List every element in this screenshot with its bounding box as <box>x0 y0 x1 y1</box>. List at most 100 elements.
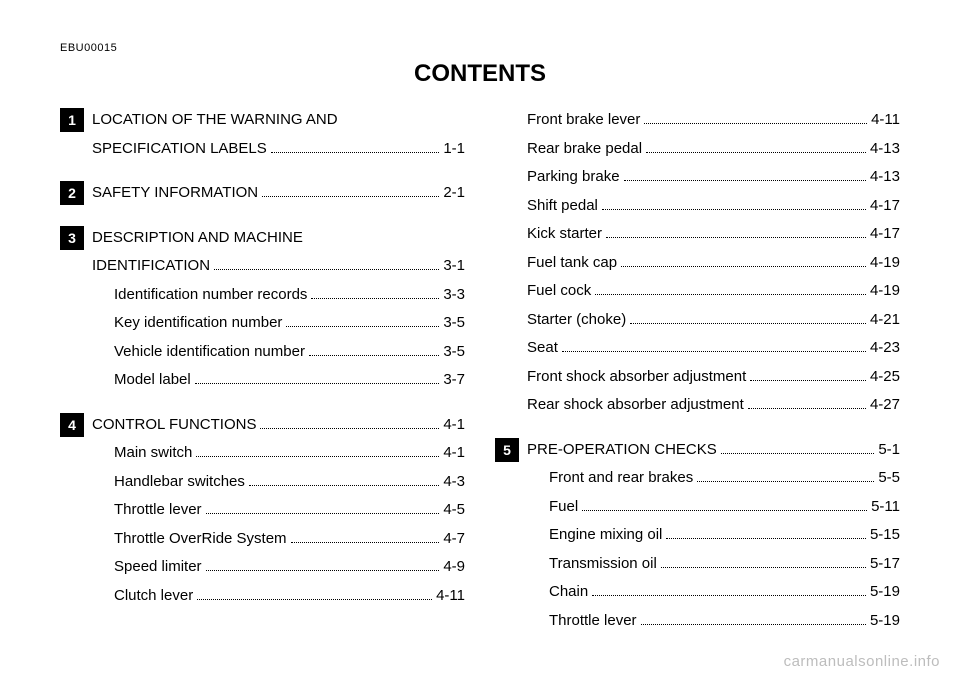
leader-dots <box>644 123 867 124</box>
page-ref: 3-3 <box>441 281 465 310</box>
leader-dots <box>697 481 874 482</box>
leader-dots <box>621 266 866 267</box>
right-column: Front brake lever4-11 Rear brake pedal4-… <box>495 106 900 651</box>
page-ref: 3-5 <box>441 309 465 338</box>
toc-item-text: Key identification number <box>114 309 284 338</box>
page-ref: 4-13 <box>868 163 900 192</box>
toc-item-text: Rear shock absorber adjustment <box>527 391 746 420</box>
page-ref: 5-17 <box>868 550 900 579</box>
leader-dots <box>196 456 439 457</box>
page-ref: 4-1 <box>441 439 465 468</box>
page-ref: 5-19 <box>868 578 900 607</box>
leader-dots <box>271 152 440 153</box>
watermark: carmanualsonline.info <box>784 653 940 670</box>
document-code: EBU00015 <box>60 42 900 54</box>
section-head-text: CONTROL FUNCTIONS <box>92 411 258 440</box>
leader-dots <box>602 209 866 210</box>
toc-item-text: Fuel cock <box>527 277 593 306</box>
section-5: 5 PRE-OPERATION CHECKS 5-1 Front and rea… <box>495 436 900 636</box>
page-ref: 4-19 <box>868 249 900 278</box>
leader-dots <box>595 294 866 295</box>
section-head-line: DESCRIPTION AND MACHINE <box>92 224 465 253</box>
page-ref: 3-7 <box>441 366 465 395</box>
leader-dots <box>214 269 439 270</box>
section-head-text: IDENTIFICATION <box>92 252 212 281</box>
section-1: 1 LOCATION OF THE WARNING AND SPECIFICAT… <box>60 106 465 163</box>
toc-item-text: Starter (choke) <box>527 306 628 335</box>
toc-item-text: Fuel <box>549 493 580 522</box>
toc-item-text: Engine mixing oil <box>549 521 664 550</box>
leader-dots <box>630 323 866 324</box>
toc-item-text: Throttle lever <box>114 496 204 525</box>
leader-dots <box>195 383 440 384</box>
toc-item-text: Front shock absorber adjustment <box>527 363 748 392</box>
page-ref: 5-15 <box>868 521 900 550</box>
page-ref: 4-9 <box>441 553 465 582</box>
page-ref: 4-17 <box>868 220 900 249</box>
page-ref: 4-23 <box>868 334 900 363</box>
leader-dots <box>661 567 866 568</box>
toc-item-text: Handlebar switches <box>114 468 247 497</box>
page-ref: 4-11 <box>434 582 465 611</box>
leader-dots <box>592 595 866 596</box>
leader-dots <box>249 485 439 486</box>
page-ref: 3-1 <box>441 252 465 281</box>
section-4: 4 CONTROL FUNCTIONS 4-1 Main switch 4-1 <box>60 411 465 611</box>
page-ref: 4-25 <box>868 363 900 392</box>
leader-dots <box>309 355 439 356</box>
section-4-continued: Front brake lever4-11 Rear brake pedal4-… <box>495 106 900 420</box>
toc-item-text: Throttle OverRide System <box>114 525 289 554</box>
leader-dots <box>562 351 866 352</box>
page-ref: 4-11 <box>869 106 900 135</box>
toc-item-text: Fuel tank cap <box>527 249 619 278</box>
leader-dots <box>624 180 866 181</box>
page-ref: 3-5 <box>441 338 465 367</box>
leader-dots <box>646 152 866 153</box>
page-ref: 4-17 <box>868 192 900 221</box>
page-ref: 4-5 <box>441 496 465 525</box>
leader-dots <box>262 196 439 197</box>
page-ref: 5-1 <box>876 436 900 465</box>
page-ref: 4-7 <box>441 525 465 554</box>
left-column: 1 LOCATION OF THE WARNING AND SPECIFICAT… <box>60 106 465 651</box>
page-ref: 4-27 <box>868 391 900 420</box>
toc-item-text: Clutch lever <box>114 582 195 611</box>
section-number-box: 5 <box>495 438 519 462</box>
toc-item-text: Parking brake <box>527 163 622 192</box>
page-ref: 4-21 <box>868 306 900 335</box>
leader-dots <box>721 453 875 454</box>
section-3: 3 DESCRIPTION AND MACHINE IDENTIFICATION… <box>60 224 465 395</box>
leader-dots <box>260 428 439 429</box>
section-number-box: 2 <box>60 181 84 205</box>
section-head-line: LOCATION OF THE WARNING AND <box>92 106 465 135</box>
toc-item-text: Shift pedal <box>527 192 600 221</box>
leader-dots <box>206 570 440 571</box>
leader-dots <box>750 380 866 381</box>
toc-item-text: Main switch <box>114 439 194 468</box>
toc-item-text: Identification number records <box>114 281 309 310</box>
page-ref: 4-19 <box>868 277 900 306</box>
section-head-text: SPECIFICATION LABELS <box>92 135 269 164</box>
leader-dots <box>286 326 439 327</box>
page-ref: 2-1 <box>441 179 465 208</box>
page-ref: 4-1 <box>441 411 465 440</box>
toc-item-text: Seat <box>527 334 560 363</box>
contents-page: EBU00015 CONTENTS 1 LOCATION OF THE WARN… <box>0 0 960 681</box>
section-2: 2 SAFETY INFORMATION 2-1 <box>60 179 465 208</box>
toc-item-text: Vehicle identification number <box>114 338 307 367</box>
toc-item-text: Speed limiter <box>114 553 204 582</box>
leader-dots <box>206 513 440 514</box>
page-title: CONTENTS <box>60 60 900 88</box>
section-number-box: 1 <box>60 108 84 132</box>
section-head-text: SAFETY INFORMATION <box>92 179 260 208</box>
leader-dots <box>666 538 866 539</box>
leader-dots <box>582 510 867 511</box>
page-ref: 4-13 <box>868 135 900 164</box>
leader-dots <box>311 298 439 299</box>
section-number-box: 4 <box>60 413 84 437</box>
toc-item-text: Front brake lever <box>527 106 642 135</box>
page-ref: 1-1 <box>441 135 465 164</box>
toc-item-text: Front and rear brakes <box>549 464 695 493</box>
leader-dots <box>606 237 866 238</box>
leader-dots <box>748 408 866 409</box>
